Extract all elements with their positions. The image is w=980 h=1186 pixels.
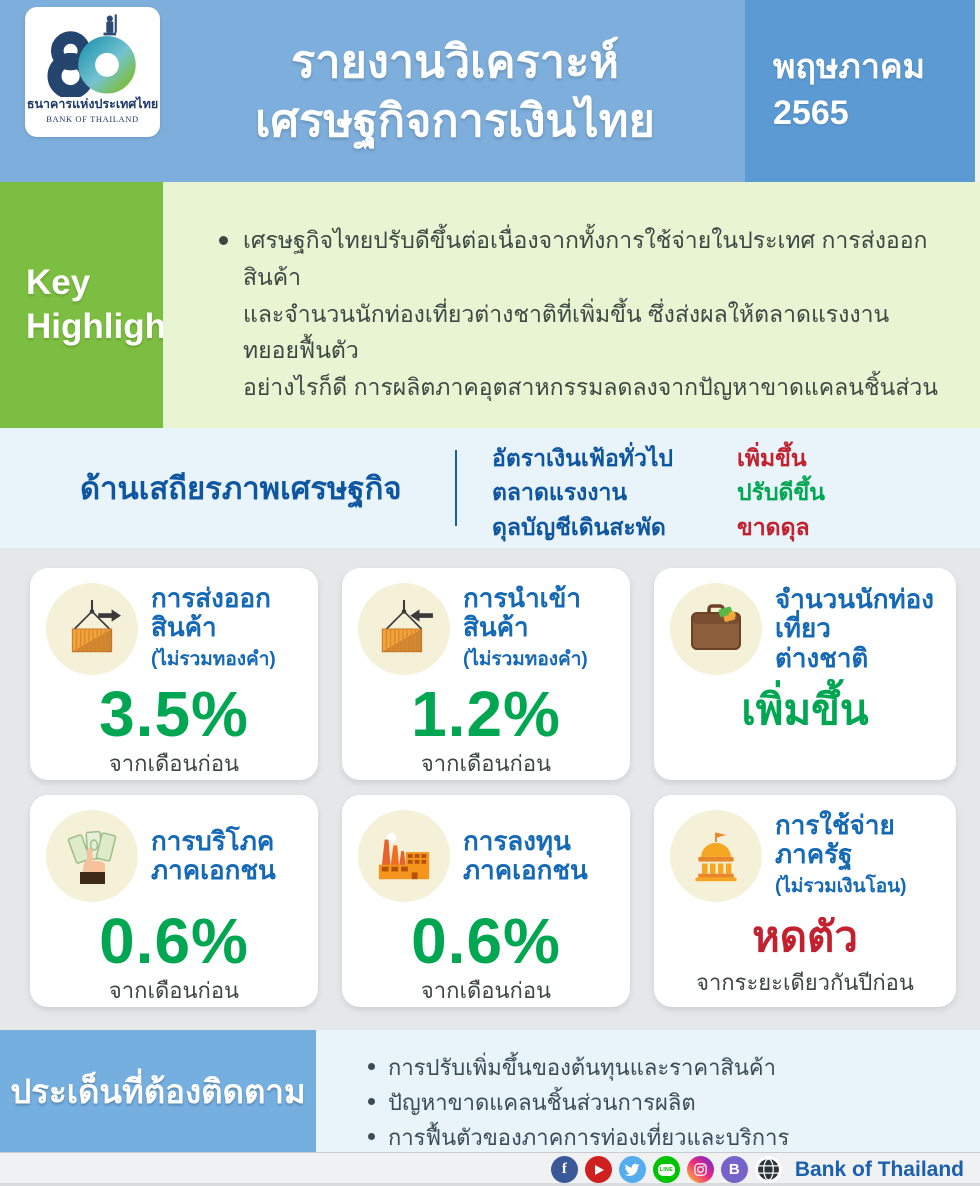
issues-to-watch-body: การปรับเพิ่มขึ้นของต้นทุนและราคาสินค้า ป… [316,1030,980,1152]
card-government-spending: การใช้จ่ายภาครัฐ (ไม่รวมเงินโอน) หดตัว จ… [654,795,956,1007]
hand-money-icon [46,810,138,902]
card-subtitle: (ไม่รวมเงินโอน) [775,876,907,898]
issues-to-watch-section: ประเด็นที่ต้องติดตาม การปรับเพิ่มขึ้นของ… [0,1030,980,1152]
card-footnote: จากระยะเดียวกันปีก่อน [696,970,914,995]
header: ธนาคารแห่งประเทศไทย BANK OF THAILAND ราย… [0,0,980,182]
logo-bank-name-thai: ธนาคารแห่งประเทศไทย [26,97,159,111]
stability-indicator-list: อัตราเงินเฟ้อทั่วไป เพิ่มขึ้น ตลาดแรงงาน… [492,444,825,547]
vertical-divider [455,450,457,526]
card-value: เพิ่มขึ้น [741,686,869,733]
card-foreign-tourists: จำนวนนักท่องเที่ยว ต่างชาติ เพิ่มขึ้น [654,568,956,780]
card-title: การนำเข้าสินค้า [463,582,581,642]
bot-logo-card: ธนาคารแห่งประเทศไทย BANK OF THAILAND [25,7,160,137]
watch-bullet-1: การปรับเพิ่มขึ้นของต้นทุนและราคาสินค้า [366,1050,960,1085]
card-subtitle: (ไม่รวมทองคำ) [151,649,276,671]
instagram-icon[interactable] [686,1156,714,1183]
line-bubble: LINE [657,1163,675,1176]
card-value: 3.5% [99,678,249,750]
indicator-cards-grid: การส่งออกสินค้า (ไม่รวมทองคำ) 3.5% จากเด… [0,548,980,1030]
website-globe-icon[interactable] [754,1156,782,1183]
card-title: การส่งออกสินค้า [151,582,271,642]
line-app-icon[interactable]: LINE [652,1156,680,1183]
card-title: การใช้จ่ายภาครัฐ [775,809,895,869]
export-container-crane-icon [46,583,138,675]
factory-icon [358,810,450,902]
play-icon [595,1164,605,1175]
stability-row-current-account: ดุลบัญชีเดินสะพัด ขาดดุล [492,513,825,542]
bank-of-thailand-brand-text: Bank of Thailand [794,1157,964,1181]
indicator-label: อัตราเงินเฟ้อทั่วไป [492,445,674,471]
footer: f LINE B Bank of Thailand [0,1152,980,1186]
key-highlight-body: เศรษฐกิจไทยปรับดีขึ้นต่อเนื่องจากทั้งการ… [163,182,980,465]
key-highlight-bullet-1: เศรษฐกิจไทยปรับดีขึ้นต่อเนื่องจากทั้งการ… [217,222,944,406]
indicator-value: ขาดดุล [737,513,810,540]
card-value: 0.6% [411,905,561,977]
card-footnote: จากเดือนก่อน [420,978,552,1003]
card-private-consumption: การบริโภค ภาคเอกชน 0.6% จากเดือนก่อน [30,795,318,1007]
bot-b-app-icon[interactable]: B [720,1156,748,1183]
card-title: การลงทุน ภาคเอกชน [463,825,588,885]
card-footnote [670,743,940,770]
card-exports: การส่งออกสินค้า (ไม่รวมทองคำ) 3.5% จากเด… [30,568,318,780]
stability-row-labor-market: ตลาดแรงงาน ปรับดีขึ้น [492,478,825,507]
card-footnote: จากเดือนก่อน [108,978,240,1003]
twitter-icon[interactable] [618,1156,646,1183]
card-imports: การนำเข้าสินค้า (ไม่รวมทองคำ) 1.2% จากเด… [342,568,630,780]
key-highlight-label: Key Highlight [0,182,178,428]
facebook-icon[interactable]: f [550,1156,578,1183]
card-footnote: จากเดือนก่อน [108,751,240,776]
indicator-label: ตลาดแรงงาน [492,479,628,506]
card-subtitle: (ไม่รวมทองคำ) [463,649,588,671]
government-building-icon [670,810,762,902]
import-container-crane-icon [358,583,450,675]
watch-bullet-3: การฟื้นตัวของภาคการท่องเที่ยวและบริการ [366,1120,960,1155]
youtube-icon[interactable] [584,1156,612,1183]
card-value: 1.2% [411,678,561,750]
report-title: รายงานวิเคราะห์ เศรษฐกิจการเงินไทย [255,35,655,146]
report-period-badge: พฤษภาคม 2565 [745,0,975,182]
watch-bullet-2: ปัญหาขาดแคลนชิ้นส่วนการผลิต [366,1085,960,1120]
card-value: หดตัว [752,913,858,960]
statue-icon [103,14,117,36]
card-title: จำนวนนักท่องเที่ยว ต่างชาติ [775,584,934,673]
economic-stability-section: ด้านเสถียรภาพเศรษฐกิจ อัตราเงินเฟ้อทั่วไ… [0,428,980,548]
card-value: 0.6% [99,905,249,977]
issues-to-watch-title: ประเด็นที่ต้องติดตาม [0,1030,316,1152]
logo-bank-name-english: BANK OF THAILAND [46,113,139,124]
stability-row-inflation: อัตราเงินเฟ้อทั่วไป เพิ่มขึ้น [492,444,825,473]
key-highlight-section: Key Highlight เศรษฐกิจไทยปรับดีขึ้นต่อเน… [0,182,980,465]
stability-section-title: ด้านเสถียรภาพเศรษฐกิจ [80,471,402,506]
suitcase-icon [670,583,762,675]
card-title: การบริโภค ภาคเอกชน [151,825,276,885]
card-footnote: จากเดือนก่อน [420,751,552,776]
card-private-investment: การลงทุน ภาคเอกชน 0.6% จากเดือนก่อน [342,795,630,1007]
indicator-value: ปรับดีขึ้น [737,479,825,506]
indicator-value: เพิ่มขึ้น [737,445,807,471]
bot-80th-anniversary-logo-icon [47,14,136,97]
indicator-label: ดุลบัญชีเดินสะพัด [492,513,666,540]
